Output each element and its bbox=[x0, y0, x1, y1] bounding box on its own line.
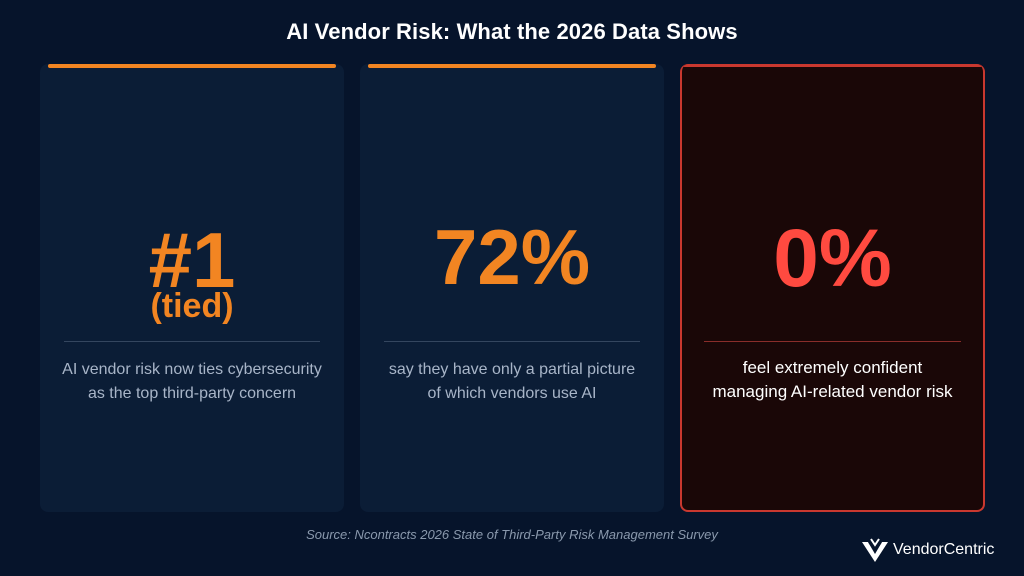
card-divider bbox=[704, 341, 961, 342]
stat-description: AI vendor risk now ties cybersecurity as… bbox=[40, 358, 344, 406]
card-accent-bar bbox=[368, 64, 656, 68]
stat-description-line: as the top third-party concern bbox=[87, 385, 297, 402]
stat-card-ranking: #1 (tied) AI vendor risk now ties cybers… bbox=[40, 64, 344, 512]
stat-card-confidence: 0% feel extremely confident managing AI-… bbox=[680, 64, 985, 512]
card-divider bbox=[384, 341, 640, 342]
source-citation: Source: Ncontracts 2026 State of Third-P… bbox=[306, 527, 718, 542]
logo-wordmark: VendorCentric bbox=[893, 541, 995, 558]
stat-value: #1 bbox=[148, 216, 236, 304]
stat-value: 72% bbox=[433, 213, 591, 301]
vendorcentric-logo-icon bbox=[862, 538, 888, 562]
stat-description-line: of which vendors use AI bbox=[427, 385, 597, 402]
stat-card-visibility: 72% say they have only a partial picture… bbox=[360, 64, 664, 512]
stat-description-line: managing AI-related vendor risk bbox=[712, 382, 953, 401]
page-title: AI Vendor Risk: What the 2026 Data Shows bbox=[286, 19, 738, 44]
card-accent-bar bbox=[48, 64, 336, 68]
stat-description: say they have only a partial picture of … bbox=[360, 358, 664, 406]
stat-qualifier: (tied) bbox=[150, 287, 234, 325]
vendorcentric-logo: VendorCentric bbox=[860, 538, 1020, 564]
stat-description-line: say they have only a partial picture bbox=[388, 361, 636, 378]
stat-description-line: feel extremely confident bbox=[742, 358, 923, 377]
stat-description-line: AI vendor risk now ties cybersecurity bbox=[62, 361, 322, 378]
stat-value: 0% bbox=[773, 213, 892, 304]
stat-description: feel extremely confident managing AI-rel… bbox=[682, 356, 983, 404]
card-accent-bar bbox=[682, 64, 983, 67]
card-divider bbox=[64, 341, 320, 342]
